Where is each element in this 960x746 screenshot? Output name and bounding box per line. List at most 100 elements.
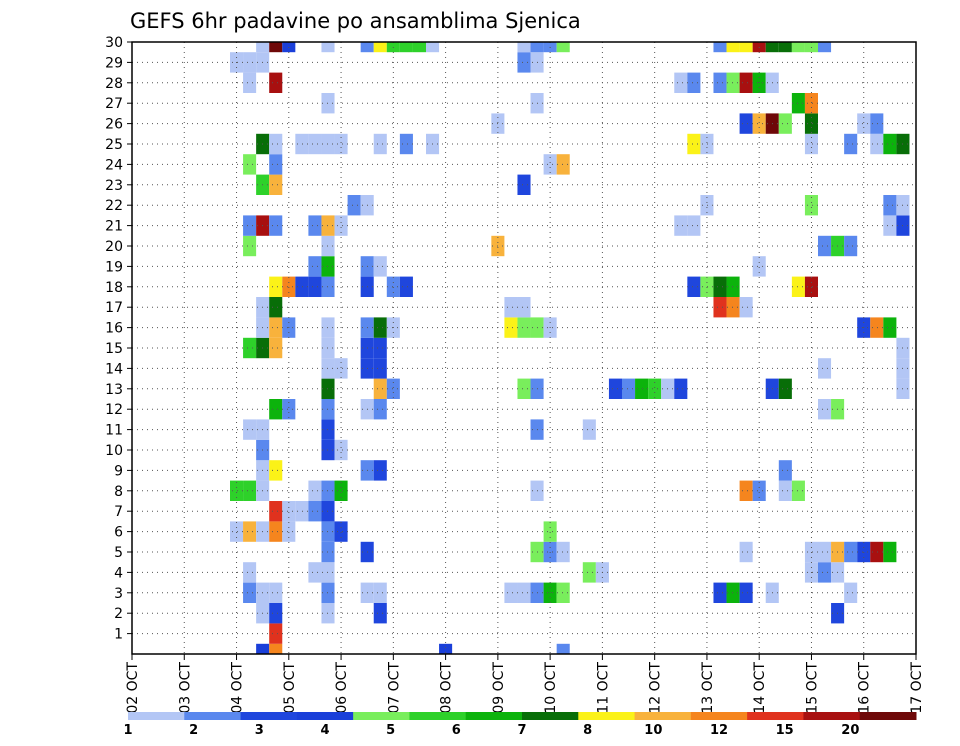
heatmap-cell <box>870 317 884 338</box>
heatmap-cell <box>804 276 818 297</box>
heatmap-cell <box>739 113 753 134</box>
heatmap-cell <box>818 562 832 583</box>
heatmap-cell <box>269 460 283 481</box>
heatmap-cell <box>504 317 518 338</box>
y-tick-label: 23 <box>105 178 123 194</box>
y-tick-label: 14 <box>105 361 123 377</box>
y-tick-label: 21 <box>105 219 123 235</box>
grid-layer <box>132 41 917 654</box>
x-axis: 02 OCT 03 OCT 04 OCT 05 OCT 06 OCT 07 OCT 08 O… <box>125 654 925 714</box>
legend-label: 12 <box>710 723 728 738</box>
heatmap-cell <box>347 195 361 216</box>
y-axis: 1234567891011121314151617181920212223242… <box>105 35 132 643</box>
heatmap-cell <box>269 399 283 420</box>
x-tick-label: 11 OCT <box>595 662 611 714</box>
heatmap-cell <box>739 582 753 603</box>
heatmap-cell <box>804 93 818 114</box>
y-tick-label: 28 <box>105 76 123 92</box>
heatmap-cell <box>243 52 257 73</box>
heatmap-cell <box>804 195 818 216</box>
x-tick-label: 08 OCT <box>439 662 455 714</box>
heatmap-cell <box>883 195 897 216</box>
heatmap-cell <box>308 133 322 155</box>
heatmap-cell <box>778 378 792 399</box>
heatmap-cell <box>504 582 518 603</box>
legend-label: 15 <box>776 723 794 738</box>
legend-label: 8 <box>583 723 592 738</box>
heatmap-cell <box>282 501 296 522</box>
legend-label: 4 <box>320 723 329 738</box>
heatmap-cell <box>804 113 818 134</box>
y-tick-label: 2 <box>114 606 123 622</box>
heatmap-cell <box>282 399 296 420</box>
legend-swatch <box>409 712 467 720</box>
heatmap-cell <box>778 42 792 53</box>
heatmap-cell <box>883 133 897 155</box>
y-tick-label: 26 <box>105 117 123 133</box>
y-tick-label: 16 <box>105 321 123 337</box>
heatmap-cell <box>844 235 858 257</box>
heatmap-cell <box>517 317 531 338</box>
heatmap-cell <box>256 643 270 654</box>
heatmap-cell <box>622 378 636 399</box>
heatmap-cell <box>269 623 283 644</box>
heatmap-cell <box>530 42 544 53</box>
heatmap-cell <box>713 297 727 318</box>
heatmap-cell <box>543 154 557 175</box>
heatmap-cell <box>243 235 257 257</box>
x-tick-label: 17 OCT <box>909 662 925 714</box>
heatmap-cell <box>269 133 283 155</box>
y-tick-label: 8 <box>114 484 123 500</box>
heatmap-cell <box>674 378 688 399</box>
heatmap-cell <box>243 419 257 440</box>
heatmap-cell <box>752 480 766 501</box>
heatmap-cell <box>726 582 740 603</box>
x-tick-label: 09 OCT <box>491 662 507 714</box>
legend-swatch <box>353 712 410 720</box>
heatmap-cell <box>765 42 779 53</box>
heatmap-cell <box>373 460 387 481</box>
heatmap-cell <box>373 133 387 155</box>
heatmap-cell <box>334 480 348 501</box>
x-tick-label: 03 OCT <box>177 662 193 714</box>
heatmap-cell <box>334 521 348 542</box>
heatmap-cell <box>791 93 805 114</box>
heatmap-cell <box>230 521 244 542</box>
heatmap-cell <box>648 378 662 399</box>
heatmap-cell <box>386 276 400 297</box>
heatmap-cell <box>517 52 531 73</box>
heatmap-cell <box>844 541 858 563</box>
heatmap-cell <box>282 521 296 542</box>
heatmap-cell <box>582 562 596 583</box>
heatmap-cell <box>726 276 740 297</box>
heatmap-cell <box>426 42 440 53</box>
legend-swatch <box>803 712 861 720</box>
y-tick-label: 22 <box>105 198 123 214</box>
y-tick-label: 9 <box>114 463 123 479</box>
heatmap-cell <box>517 297 531 318</box>
heatmap-cell <box>256 42 270 53</box>
heatmap-cell <box>243 582 257 603</box>
y-tick-label: 13 <box>105 382 123 398</box>
heatmap-cell <box>556 154 570 175</box>
legend: 1 2 3 4 5 6 7 8 10 12 15 20 <box>123 712 917 738</box>
heatmap-cell <box>726 42 740 53</box>
heatmap-cell <box>399 276 413 297</box>
heatmap-cell <box>334 215 348 236</box>
heatmap-cell <box>700 276 714 297</box>
heatmap-cell <box>295 501 309 522</box>
heatmap-cell <box>517 582 531 603</box>
heatmap-cell <box>373 42 387 53</box>
heatmap-cell <box>243 521 257 542</box>
legend-swatch <box>859 712 917 720</box>
legend-label: 7 <box>517 723 526 738</box>
legend-swatch <box>747 712 804 720</box>
heatmap-cell <box>308 562 322 583</box>
heatmap-cell <box>818 358 832 379</box>
legend-swatch <box>240 712 298 720</box>
heatmap-cell <box>308 501 322 522</box>
heatmap-cell <box>608 378 622 399</box>
heatmap-cell <box>883 541 897 563</box>
legend-swatch <box>465 712 523 720</box>
